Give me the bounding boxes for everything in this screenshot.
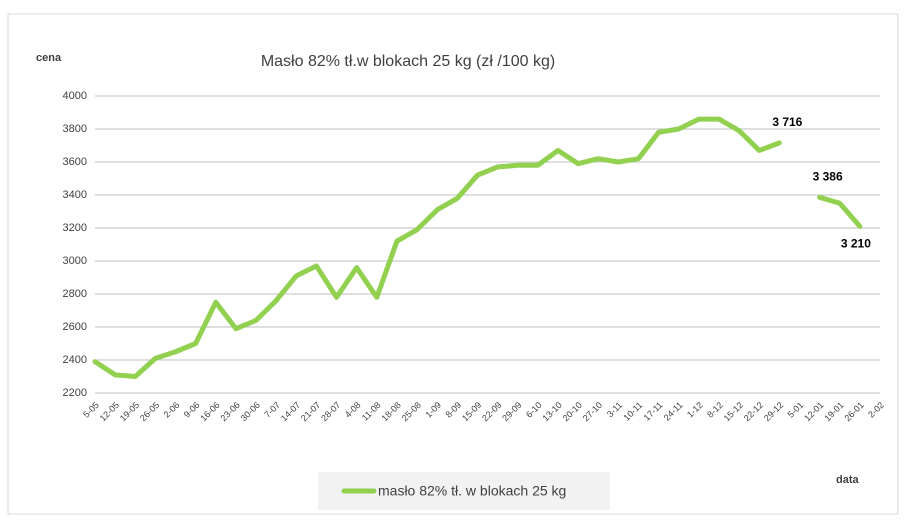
y-tick-label: 2600 (63, 321, 87, 333)
x-axis-label: data (836, 474, 860, 486)
series-line (92, 116, 863, 379)
data-label: 3 210 (841, 237, 871, 251)
y-tick-label: 3600 (63, 156, 87, 168)
y-tick-label: 3800 (63, 123, 87, 135)
data-label: 3 716 (772, 115, 802, 129)
y-tick-label: 3200 (63, 222, 87, 234)
chart-frame (7, 13, 899, 515)
y-tick-label: 2800 (63, 288, 87, 300)
data-label: 3 386 (813, 169, 843, 183)
y-tick-label: 3000 (63, 255, 87, 267)
y-axis-label: cena (36, 52, 62, 64)
y-tick-label: 2200 (63, 387, 87, 399)
chart-title: Masło 82% tł.w blokach 25 kg (zł /100 kg… (261, 53, 555, 70)
y-tick-label: 4000 (63, 90, 87, 102)
y-tick-label: 3400 (63, 189, 87, 201)
y-tick-label: 2400 (63, 354, 87, 366)
legend-label: masło 82% tł. w blokach 25 kg (378, 483, 566, 499)
